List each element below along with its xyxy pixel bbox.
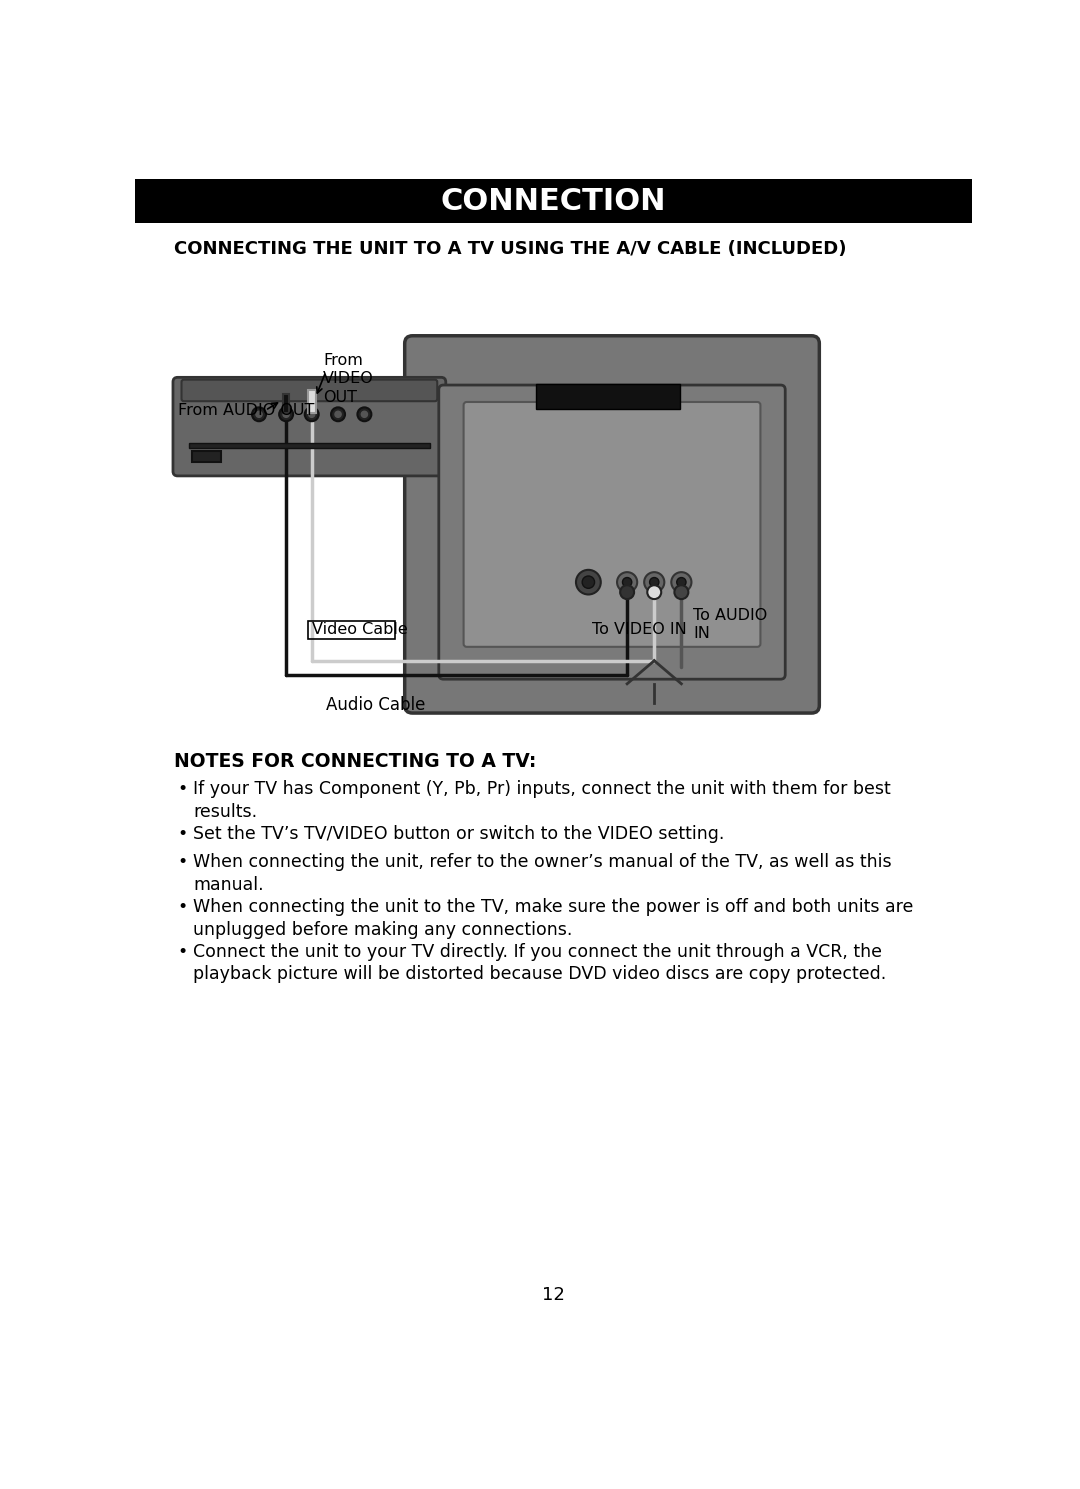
Bar [189, 442, 430, 448]
Circle shape [362, 411, 367, 417]
Circle shape [677, 578, 686, 587]
Circle shape [357, 408, 372, 421]
Text: To VIDEO IN: To VIDEO IN [592, 622, 687, 637]
Bar [537, 384, 679, 409]
Circle shape [644, 572, 664, 593]
Circle shape [335, 411, 341, 417]
Circle shape [674, 585, 688, 599]
Circle shape [309, 411, 314, 417]
Circle shape [332, 408, 345, 421]
FancyBboxPatch shape [438, 386, 785, 679]
Text: •: • [177, 780, 188, 798]
Circle shape [649, 578, 659, 587]
Text: •: • [177, 825, 188, 843]
Circle shape [672, 572, 691, 593]
Text: When connecting the unit, refer to the owner’s manual of the TV, as well as this: When connecting the unit, refer to the o… [193, 853, 892, 893]
Text: When connecting the unit to the TV, make sure the power is off and both units ar: When connecting the unit to the TV, make… [193, 898, 914, 938]
Text: Video Cable: Video Cable [312, 622, 407, 637]
Text: CONNECTING THE UNIT TO A TV USING THE A/V CABLE (INCLUDED): CONNECTING THE UNIT TO A TV USING THE A/… [174, 240, 847, 258]
FancyBboxPatch shape [463, 402, 760, 646]
Bar [135, 179, 972, 223]
Circle shape [283, 411, 289, 417]
Text: NOTES FOR CONNECTING TO A TV:: NOTES FOR CONNECTING TO A TV: [174, 752, 536, 771]
Text: Audio Cable: Audio Cable [325, 697, 424, 715]
Circle shape [620, 585, 634, 599]
Bar [308, 390, 315, 412]
Circle shape [252, 408, 266, 421]
Bar [283, 393, 289, 412]
Text: Set the TV’s TV/VIDEO button or switch to the VIDEO setting.: Set the TV’s TV/VIDEO button or switch t… [193, 825, 725, 843]
Circle shape [622, 578, 632, 587]
Bar [191, 451, 221, 462]
Text: CONNECTION: CONNECTION [441, 186, 666, 216]
Text: From AUDIO OUT: From AUDIO OUT [177, 404, 314, 418]
Circle shape [647, 585, 661, 599]
Text: To AUDIO
IN: To AUDIO IN [693, 608, 767, 642]
Text: •: • [177, 943, 188, 960]
Text: If your TV has Component (Y, Pb, Pr) inputs, connect the unit with them for best: If your TV has Component (Y, Pb, Pr) inp… [193, 780, 891, 820]
FancyBboxPatch shape [405, 335, 820, 713]
Text: 12: 12 [542, 1285, 565, 1304]
Circle shape [305, 408, 319, 421]
Circle shape [617, 572, 637, 593]
Circle shape [582, 576, 595, 588]
Text: Connect the unit to your TV directly. If you connect the unit through a VCR, the: Connect the unit to your TV directly. If… [193, 943, 887, 983]
FancyBboxPatch shape [181, 380, 437, 401]
FancyBboxPatch shape [173, 377, 446, 476]
Text: •: • [177, 853, 188, 871]
Circle shape [256, 411, 262, 417]
Circle shape [279, 408, 293, 421]
Bar [308, 621, 394, 639]
Circle shape [576, 570, 600, 594]
Text: •: • [177, 898, 188, 916]
Text: From
VIDEO
OUT: From VIDEO OUT [323, 353, 374, 405]
